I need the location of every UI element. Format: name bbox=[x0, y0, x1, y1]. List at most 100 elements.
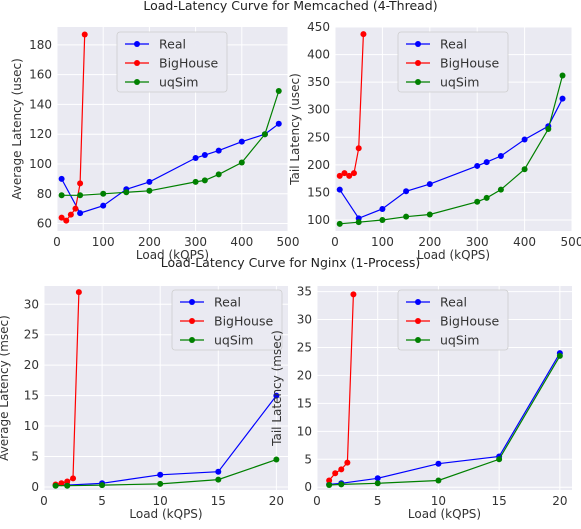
real-data-point bbox=[100, 202, 107, 209]
x-tick-label: 400 bbox=[513, 235, 536, 249]
y-tick-label: 5 bbox=[31, 450, 39, 464]
legend: Real BigHouse uqSim bbox=[397, 31, 509, 93]
real-data-point bbox=[435, 460, 442, 467]
uqsim-data-point bbox=[338, 481, 345, 488]
y-tick-label: 5 bbox=[304, 452, 312, 466]
x-axis-label: Load (kQPS) bbox=[408, 507, 481, 521]
y-tick-label: 80 bbox=[37, 187, 52, 201]
y-tick-label: 160 bbox=[29, 68, 52, 82]
uqsim-data-point bbox=[238, 159, 245, 166]
uqsim-data-point bbox=[559, 72, 566, 79]
uqsim-data-point bbox=[355, 219, 362, 226]
legend-box bbox=[171, 289, 283, 351]
legend-swatch-marker bbox=[415, 41, 421, 47]
real-data-point bbox=[201, 152, 208, 159]
bighouse-data-point bbox=[77, 180, 84, 187]
real-data-point bbox=[157, 471, 164, 478]
uqsim-data-point bbox=[52, 482, 59, 489]
bighouse-data-point bbox=[338, 466, 345, 473]
real-data-point bbox=[77, 210, 84, 217]
y-tick-label: 0 bbox=[31, 480, 39, 494]
x-axis-label: Load (kQPS) bbox=[417, 248, 490, 262]
y-tick-label: 30 bbox=[24, 297, 39, 311]
uqsim-data-point bbox=[100, 190, 107, 197]
bighouse-data-point bbox=[63, 217, 70, 224]
uqsim-data-point bbox=[77, 192, 84, 199]
uqsim-data-point bbox=[556, 352, 563, 359]
uqsim-data-point bbox=[474, 198, 481, 205]
bighouse-data-point bbox=[350, 170, 357, 177]
x-tick-label: 400 bbox=[230, 235, 253, 249]
memcached-suptitle: Load-Latency Curve for Memcached (4-Thre… bbox=[143, 0, 438, 13]
legend-box bbox=[397, 31, 509, 93]
bighouse-data-point bbox=[341, 170, 348, 177]
y-tick-label: 450 bbox=[307, 20, 330, 34]
y-tick-label: 250 bbox=[307, 130, 330, 144]
y-tick-label: 20 bbox=[24, 358, 39, 372]
bighouse-data-point bbox=[75, 289, 82, 296]
legend-swatch-marker bbox=[189, 299, 195, 305]
x-tick-label: 500 bbox=[277, 235, 300, 249]
uqsim-data-point bbox=[192, 178, 199, 185]
y-axis-label: Tail Latency (msec) bbox=[270, 330, 284, 447]
x-tick-label: 200 bbox=[138, 235, 161, 249]
x-tick-label: 300 bbox=[466, 235, 489, 249]
y-tick-label: 100 bbox=[307, 213, 330, 227]
uqsim-data-point bbox=[146, 187, 153, 194]
y-tick-label: 200 bbox=[307, 158, 330, 172]
uqsim-data-point bbox=[64, 482, 71, 489]
legend-swatch-marker bbox=[134, 79, 140, 85]
x-axis-label: Load (kQPS) bbox=[136, 248, 209, 262]
legend-swatch-marker bbox=[134, 41, 140, 47]
legend-label: uqSim bbox=[159, 75, 198, 90]
real-data-point bbox=[273, 392, 280, 399]
legend-swatch-marker bbox=[415, 79, 421, 85]
x-tick-label: 100 bbox=[371, 235, 394, 249]
real-data-point bbox=[521, 136, 528, 143]
x-tick-label: 20 bbox=[269, 494, 284, 508]
y-tick-label: 10 bbox=[24, 419, 39, 433]
bighouse-data-point bbox=[355, 145, 362, 152]
bighouse-data-point bbox=[64, 478, 71, 485]
bighouse-data-point bbox=[72, 205, 79, 212]
bighouse-data-point bbox=[336, 172, 343, 179]
y-tick-label: 120 bbox=[29, 127, 52, 141]
y-tick-label: 20 bbox=[297, 368, 312, 382]
uqsim-data-point bbox=[374, 480, 381, 487]
uqsim-data-point bbox=[379, 216, 386, 223]
legend-swatch-marker bbox=[415, 299, 421, 305]
bighouse-data-point bbox=[360, 31, 367, 38]
y-tick-label: 400 bbox=[307, 48, 330, 62]
y-tick-label: 180 bbox=[29, 38, 52, 52]
bighouse-data-point bbox=[350, 291, 357, 298]
real-data-point bbox=[215, 468, 222, 475]
bighouse-data-point bbox=[332, 470, 339, 477]
legend-swatch-marker bbox=[189, 318, 195, 324]
real-data-point bbox=[215, 147, 222, 154]
y-tick-label: 25 bbox=[24, 328, 39, 342]
y-tick-label: 10 bbox=[297, 424, 312, 438]
uqsim-data-point bbox=[435, 477, 442, 484]
uqsim-data-point bbox=[496, 456, 503, 463]
uqsim-data-point bbox=[215, 476, 222, 483]
y-tick-label: 300 bbox=[307, 103, 330, 117]
legend-label: BigHouse bbox=[214, 314, 273, 329]
x-tick-label: 5 bbox=[98, 494, 106, 508]
x-tick-label: 0 bbox=[40, 494, 48, 508]
x-axis-label: Load (kQPS) bbox=[129, 507, 202, 521]
y-tick-label: 35 bbox=[297, 285, 312, 299]
legend-label: Real bbox=[159, 37, 186, 52]
y-tick-label: 0 bbox=[304, 480, 312, 494]
legend-box bbox=[397, 289, 509, 351]
real-data-point bbox=[374, 475, 381, 482]
x-tick-label: 0 bbox=[313, 494, 321, 508]
bighouse-data-point bbox=[326, 477, 333, 484]
legend-label: BigHouse bbox=[440, 314, 499, 329]
bighouse-data-point bbox=[344, 459, 351, 466]
uqsim-data-point bbox=[521, 166, 528, 173]
y-tick-label: 140 bbox=[29, 97, 52, 111]
uqsim-data-point bbox=[273, 456, 280, 463]
x-tick-label: 10 bbox=[431, 494, 446, 508]
